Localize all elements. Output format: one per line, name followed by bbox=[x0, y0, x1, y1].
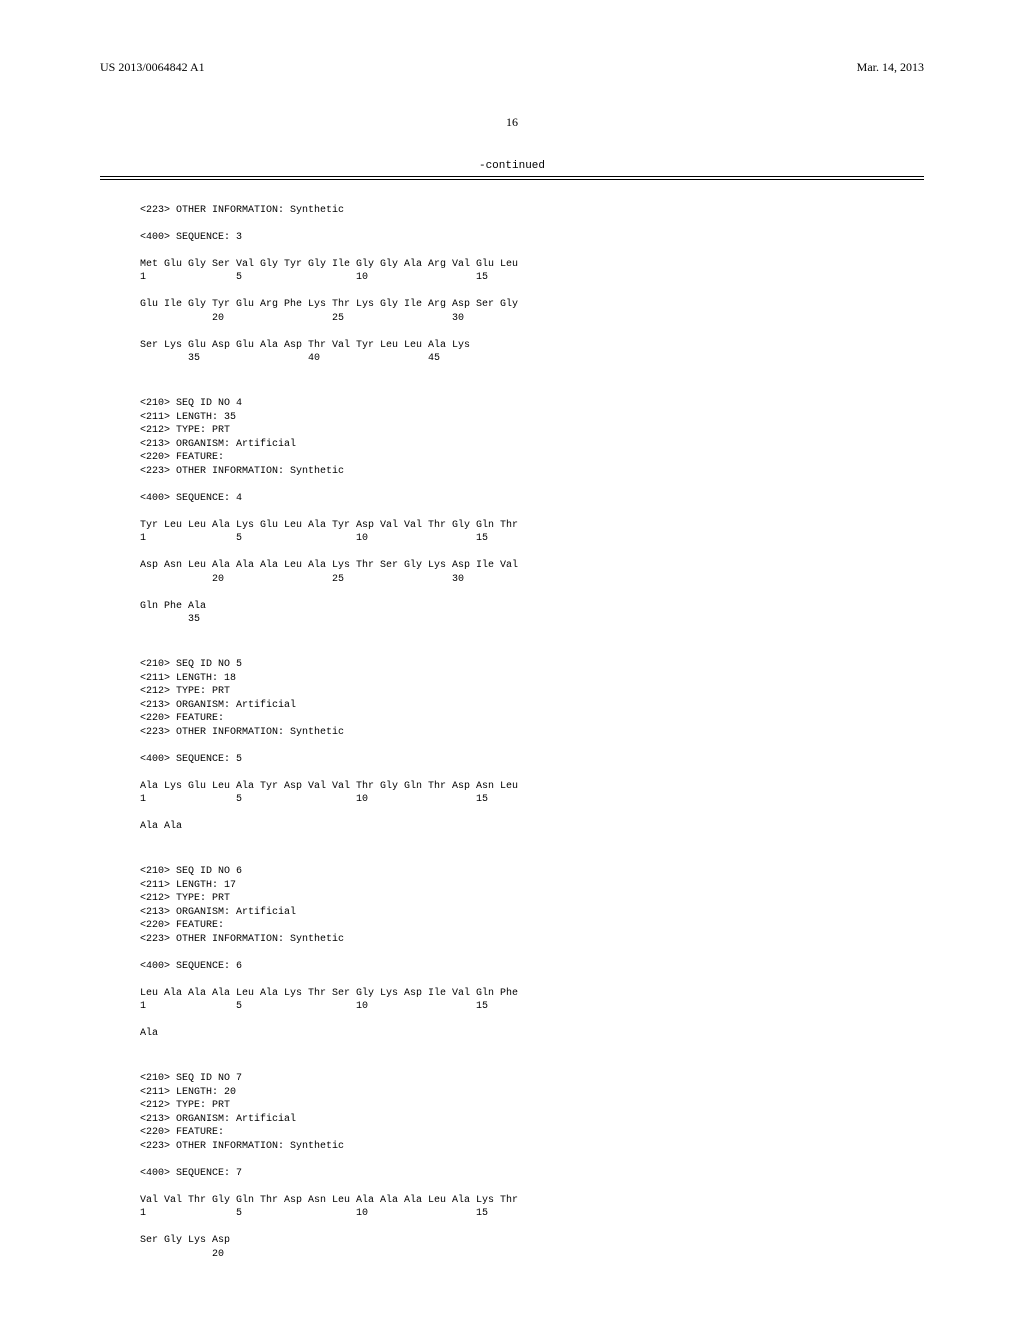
seq-numbers: 1 5 10 15 bbox=[140, 272, 488, 283]
seq-type: <212> TYPE: PRT bbox=[140, 1100, 230, 1111]
seq-organism: <213> ORGANISM: Artificial bbox=[140, 1114, 296, 1125]
seq-block-4: <210> SEQ ID NO 4 <211> LENGTH: 35 <212>… bbox=[140, 397, 924, 627]
seq-marker: <400> SEQUENCE: 3 bbox=[140, 232, 242, 243]
seq-line: Ala Lys Glu Leu Ala Tyr Asp Val Val Thr … bbox=[140, 781, 518, 792]
seq-line: Val Val Thr Gly Gln Thr Asp Asn Leu Ala … bbox=[140, 1195, 518, 1206]
seq-other-info: <223> OTHER INFORMATION: Synthetic bbox=[140, 466, 344, 477]
seq-id: <210> SEQ ID NO 7 bbox=[140, 1073, 242, 1084]
seq-type: <212> TYPE: PRT bbox=[140, 425, 230, 436]
page-header: US 2013/0064842 A1 Mar. 14, 2013 bbox=[100, 60, 924, 75]
seq-numbers: 20 25 30 bbox=[140, 574, 464, 585]
seq-line: Ala bbox=[140, 1028, 158, 1039]
seq-marker: <400> SEQUENCE: 5 bbox=[140, 754, 242, 765]
sequence-listing: <223> OTHER INFORMATION: Synthetic <400>… bbox=[100, 190, 924, 1261]
seq-organism: <213> ORGANISM: Artificial bbox=[140, 439, 296, 450]
seq-numbers: 20 25 30 bbox=[140, 313, 464, 324]
seq-block-7: <210> SEQ ID NO 7 <211> LENGTH: 20 <212>… bbox=[140, 1072, 924, 1261]
seq-length: <211> LENGTH: 20 bbox=[140, 1087, 236, 1098]
seq-other-info: <223> OTHER INFORMATION: Synthetic bbox=[140, 205, 344, 216]
seq-other-info: <223> OTHER INFORMATION: Synthetic bbox=[140, 934, 344, 945]
seq-line: Met Glu Gly Ser Val Gly Tyr Gly Ile Gly … bbox=[140, 259, 518, 270]
seq-length: <211> LENGTH: 35 bbox=[140, 412, 236, 423]
seq-type: <212> TYPE: PRT bbox=[140, 893, 230, 904]
rule-thin bbox=[100, 179, 924, 180]
seq-type: <212> TYPE: PRT bbox=[140, 686, 230, 697]
seq-other-info: <223> OTHER INFORMATION: Synthetic bbox=[140, 1141, 344, 1152]
seq-other-info: <223> OTHER INFORMATION: Synthetic bbox=[140, 727, 344, 738]
continued-label: -continued bbox=[100, 160, 924, 172]
seq-organism: <213> ORGANISM: Artificial bbox=[140, 907, 296, 918]
seq-numbers: 1 5 10 15 bbox=[140, 533, 488, 544]
seq-marker: <400> SEQUENCE: 4 bbox=[140, 493, 242, 504]
seq-id: <210> SEQ ID NO 6 bbox=[140, 866, 242, 877]
seq-feature: <220> FEATURE: bbox=[140, 1127, 224, 1138]
seq-line: Asp Asn Leu Ala Ala Ala Leu Ala Lys Thr … bbox=[140, 560, 518, 571]
seq-numbers: 1 5 10 15 bbox=[140, 1001, 488, 1012]
seq-line: Gln Phe Ala bbox=[140, 601, 206, 612]
seq-marker: <400> SEQUENCE: 6 bbox=[140, 961, 242, 972]
seq-id: <210> SEQ ID NO 5 bbox=[140, 659, 242, 670]
seq-marker: <400> SEQUENCE: 7 bbox=[140, 1168, 242, 1179]
seq-line: Ser Gly Lys Asp bbox=[140, 1235, 230, 1246]
seq-line: Glu Ile Gly Tyr Glu Arg Phe Lys Thr Lys … bbox=[140, 299, 518, 310]
seq-length: <211> LENGTH: 17 bbox=[140, 880, 236, 891]
seq-numbers: 1 5 10 15 bbox=[140, 1208, 488, 1219]
seq-block-5: <210> SEQ ID NO 5 <211> LENGTH: 18 <212>… bbox=[140, 658, 924, 834]
page-number: 16 bbox=[100, 115, 924, 130]
seq-numbers: 1 5 10 15 bbox=[140, 794, 488, 805]
seq-feature: <220> FEATURE: bbox=[140, 920, 224, 931]
seq-feature: <220> FEATURE: bbox=[140, 713, 224, 724]
seq-numbers: 20 bbox=[140, 1249, 224, 1260]
seq-line: Tyr Leu Leu Ala Lys Glu Leu Ala Tyr Asp … bbox=[140, 520, 518, 531]
seq-line: Ser Lys Glu Asp Glu Ala Asp Thr Val Tyr … bbox=[140, 340, 470, 351]
seq-id: <210> SEQ ID NO 4 bbox=[140, 398, 242, 409]
seq-feature: <220> FEATURE: bbox=[140, 452, 224, 463]
seq-line: Leu Ala Ala Ala Leu Ala Lys Thr Ser Gly … bbox=[140, 988, 518, 999]
seq-block-6: <210> SEQ ID NO 6 <211> LENGTH: 17 <212>… bbox=[140, 865, 924, 1041]
seq-organism: <213> ORGANISM: Artificial bbox=[140, 700, 296, 711]
patent-number: US 2013/0064842 A1 bbox=[100, 60, 205, 75]
seq-length: <211> LENGTH: 18 bbox=[140, 673, 236, 684]
seq-numbers: 35 40 45 bbox=[140, 353, 440, 364]
seq-numbers: 35 bbox=[140, 614, 200, 625]
publication-date: Mar. 14, 2013 bbox=[857, 60, 924, 75]
seq-block-3-tail: <223> OTHER INFORMATION: Synthetic <400>… bbox=[140, 204, 924, 366]
patent-page: US 2013/0064842 A1 Mar. 14, 2013 16 -con… bbox=[0, 0, 1024, 1339]
seq-line: Ala Ala bbox=[140, 821, 182, 832]
rule-thick bbox=[100, 176, 924, 177]
